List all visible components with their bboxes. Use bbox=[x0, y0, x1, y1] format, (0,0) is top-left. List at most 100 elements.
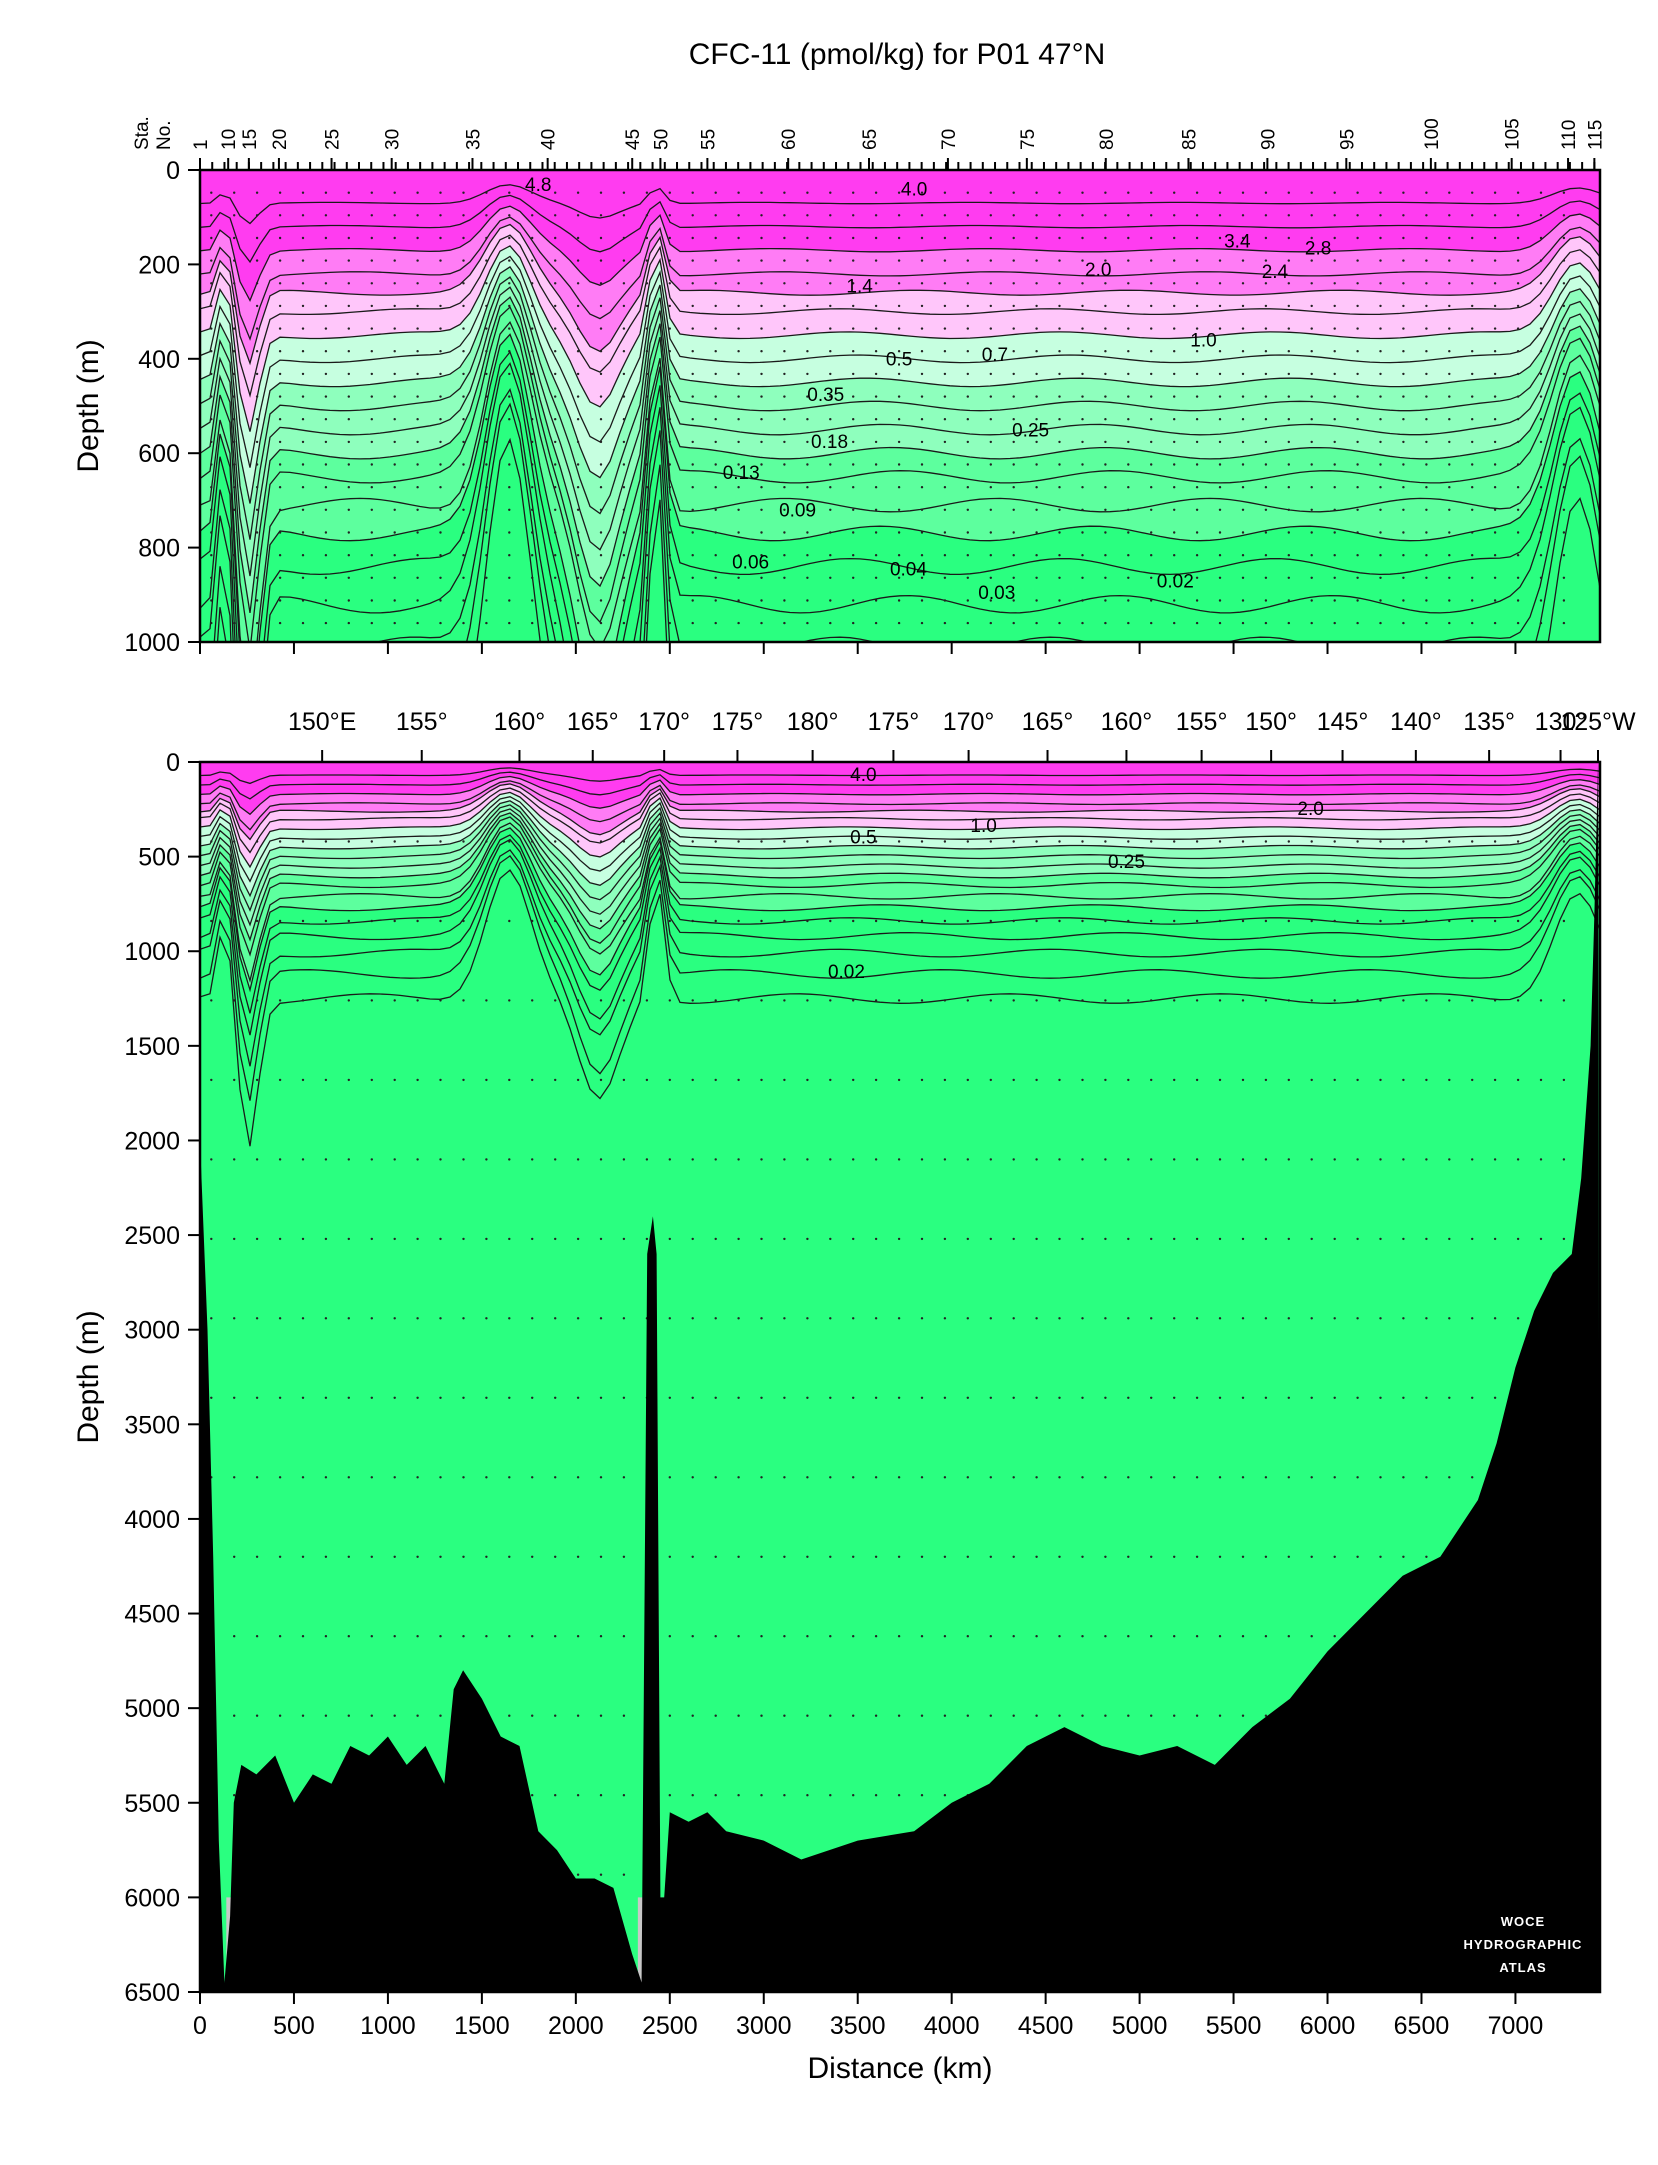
upper-contour-label: 0.13 bbox=[723, 463, 760, 484]
lower-sample-dot bbox=[1012, 1714, 1015, 1717]
upper-sample-dot bbox=[370, 554, 373, 557]
lower-sample-dot bbox=[714, 1635, 717, 1638]
lower-sample-dot bbox=[943, 1476, 947, 1479]
lower-sample-dot bbox=[1058, 1635, 1061, 1638]
upper-sample-dot bbox=[416, 214, 419, 217]
upper-sample-dot bbox=[485, 554, 488, 557]
upper-sample-dot bbox=[714, 508, 717, 511]
lower-sample-dot bbox=[485, 1237, 488, 1241]
lower-contour-labels: 4.02.01.00.50.250.02 bbox=[828, 765, 1324, 983]
upper-sample-dot bbox=[714, 463, 717, 466]
upper-sample-dot bbox=[668, 508, 671, 511]
lower-sample-dot bbox=[576, 1476, 580, 1479]
lower-sample-dot bbox=[1012, 840, 1015, 843]
upper-sample-dot bbox=[210, 418, 213, 421]
lower-sample-dot bbox=[714, 1078, 717, 1082]
lower-sample-dot bbox=[1035, 1555, 1038, 1559]
upper-sample-dot bbox=[783, 576, 786, 579]
station-number-label: 60 bbox=[779, 129, 800, 150]
upper-sample-dot bbox=[1539, 236, 1543, 240]
upper-sample-dot bbox=[416, 282, 419, 285]
upper-sample-dot bbox=[1195, 372, 1199, 376]
lower-sample-dot bbox=[645, 840, 649, 843]
lower-sample-dot bbox=[622, 1555, 626, 1559]
upper-sample-dot bbox=[897, 576, 901, 579]
upper-sample-dot bbox=[1356, 599, 1359, 602]
upper-sample-dot bbox=[1562, 531, 1566, 534]
upper-sample-dot bbox=[1241, 599, 1245, 602]
upper-sample-dot bbox=[897, 621, 901, 625]
lower-sample-dot bbox=[347, 1237, 350, 1241]
lower-sample-dot bbox=[989, 1555, 992, 1559]
upper-sample-dot bbox=[737, 327, 740, 330]
x-tick-label: 6500 bbox=[1394, 2012, 1450, 2040]
lower-sample-dot bbox=[691, 1635, 694, 1638]
lower-sample-dot bbox=[576, 1078, 580, 1082]
upper-sample-dot bbox=[1012, 327, 1015, 330]
upper-sample-dot bbox=[1425, 440, 1428, 444]
upper-sample-dot bbox=[760, 304, 763, 308]
upper-sample-dot bbox=[370, 463, 373, 466]
upper-sample-dot bbox=[255, 304, 259, 308]
upper-sample-dot bbox=[1195, 304, 1199, 308]
upper-sample-dot bbox=[1104, 214, 1107, 217]
upper-sample-dot bbox=[668, 372, 671, 376]
lower-sample-dot bbox=[874, 1555, 878, 1559]
lower-sample-dot bbox=[508, 1476, 511, 1479]
upper-sample-dot bbox=[1356, 372, 1359, 376]
upper-sample-dot bbox=[508, 372, 511, 376]
upper-sample-dot bbox=[233, 259, 236, 262]
lower-sample-dot bbox=[760, 1555, 763, 1559]
lower-sample-dot bbox=[1493, 1078, 1497, 1082]
upper-sample-dot bbox=[1264, 508, 1268, 511]
lower-sample-dot bbox=[416, 1237, 419, 1241]
lower-sample-dot bbox=[347, 1396, 350, 1400]
lower-sample-dot bbox=[1104, 919, 1107, 923]
lower-sample-dot bbox=[691, 1794, 694, 1797]
upper-sample-dot bbox=[1562, 621, 1566, 625]
lower-sample-dot bbox=[210, 1158, 213, 1161]
lower-sample-dot bbox=[668, 1714, 671, 1717]
upper-sample-dot bbox=[324, 191, 328, 194]
lower-sample-dot bbox=[1104, 1555, 1107, 1559]
lower-sample-dot bbox=[1058, 1396, 1061, 1400]
lower-sample-dot bbox=[1218, 999, 1222, 1002]
lower-sample-dot bbox=[1104, 1078, 1107, 1082]
lower-sample-dot bbox=[554, 1237, 557, 1241]
lower-sample-dot bbox=[760, 840, 763, 843]
x-tick-label: 4500 bbox=[1018, 2012, 1074, 2040]
upper-sample-dot bbox=[1310, 599, 1313, 602]
upper-sample-dot bbox=[278, 508, 282, 511]
upper-sample-dot bbox=[1493, 554, 1497, 557]
upper-sample-dot bbox=[576, 327, 580, 330]
lower-sample-dot bbox=[1402, 1396, 1405, 1400]
lower-sample-dot bbox=[554, 1396, 557, 1400]
upper-sample-dot bbox=[829, 191, 832, 194]
upper-sample-dot bbox=[1035, 372, 1038, 376]
upper-sample-dot bbox=[370, 576, 373, 579]
upper-sample-dot bbox=[874, 191, 878, 194]
longitude-label: 170° bbox=[943, 708, 995, 736]
upper-sample-dot bbox=[852, 508, 855, 511]
upper-sample-dot bbox=[1218, 508, 1222, 511]
upper-sample-dot bbox=[1058, 599, 1061, 602]
lower-sample-dot bbox=[1493, 999, 1497, 1002]
lower-sample-dot bbox=[576, 1237, 580, 1241]
upper-sample-dot bbox=[1173, 350, 1176, 353]
upper-sample-dot bbox=[462, 486, 465, 489]
lower-sample-dot bbox=[1241, 1078, 1245, 1082]
upper-sample-dot bbox=[1287, 508, 1291, 511]
lower-sample-dot bbox=[370, 1078, 373, 1082]
lower-sample-dot bbox=[1150, 1237, 1153, 1241]
lower-sample-dot bbox=[439, 1555, 442, 1559]
lower-sample-dot bbox=[599, 1078, 603, 1082]
lower-sample-dot bbox=[1516, 919, 1520, 923]
upper-sample-dot bbox=[531, 395, 534, 398]
upper-sample-dot bbox=[301, 463, 305, 466]
lower-sample-dot bbox=[1310, 1476, 1313, 1479]
upper-sample-dot bbox=[852, 282, 855, 285]
lower-sample-dot bbox=[439, 1158, 442, 1161]
upper-sample-dot bbox=[897, 395, 901, 398]
upper-sample-dot bbox=[920, 463, 924, 466]
upper-sample-dot bbox=[943, 599, 947, 602]
